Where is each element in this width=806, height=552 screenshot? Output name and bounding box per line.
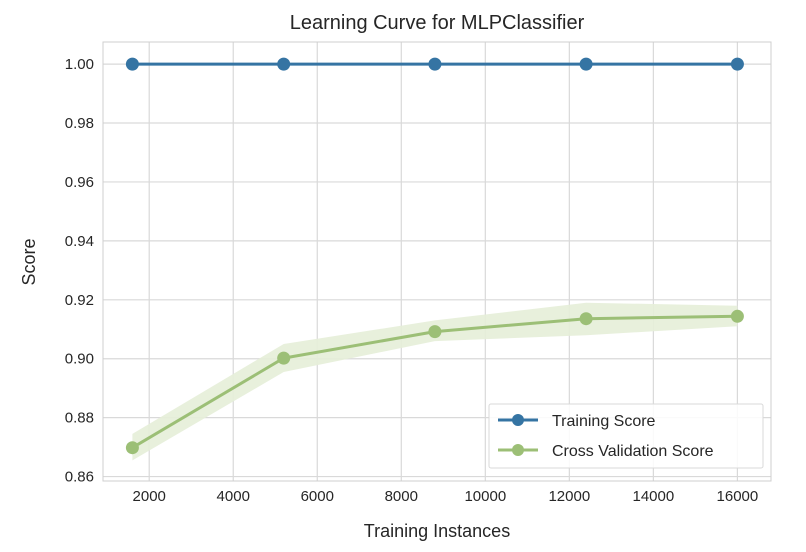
legend-marker-training-score bbox=[512, 414, 524, 426]
axes-frame bbox=[102, 41, 772, 482]
y-tick-label: 1.00 bbox=[65, 56, 94, 73]
y-tick-label: 0.90 bbox=[65, 351, 94, 368]
y-tick-label: 0.86 bbox=[65, 469, 94, 486]
y-tick-label: 0.96 bbox=[65, 174, 94, 191]
x-tick-label: 12000 bbox=[548, 488, 590, 505]
legend-marker-cross-validation-score bbox=[512, 444, 524, 456]
cross-validation-score-point bbox=[428, 325, 442, 339]
chart-title: Learning Curve for MLPClassifier bbox=[290, 12, 585, 34]
legend-label-training-score: Training Score bbox=[552, 413, 656, 430]
y-tick-label: 0.98 bbox=[65, 115, 94, 132]
training-score-point bbox=[277, 57, 291, 71]
cross-validation-score-point bbox=[579, 312, 593, 326]
legend: Training Score Cross Validation Score bbox=[488, 403, 764, 469]
x-tick-label: 16000 bbox=[717, 488, 759, 505]
y-tick-label: 0.88 bbox=[65, 410, 94, 427]
x-tick-label: 2000 bbox=[133, 488, 166, 505]
x-tick-label: 6000 bbox=[301, 488, 334, 505]
y-axis-label: Score bbox=[19, 238, 39, 285]
grid-layer bbox=[103, 42, 771, 481]
x-tick-label: 10000 bbox=[464, 488, 506, 505]
x-tick-label: 14000 bbox=[633, 488, 675, 505]
training-score-point bbox=[730, 57, 744, 71]
cross-validation-score-point bbox=[730, 309, 744, 323]
series-layer bbox=[125, 57, 744, 455]
x-axis-label: Training Instances bbox=[364, 521, 510, 541]
training-score-point bbox=[428, 57, 442, 71]
y-tick-label: 0.92 bbox=[65, 292, 94, 309]
x-tick-label: 4000 bbox=[217, 488, 250, 505]
legend-label-cross-validation-score: Cross Validation Score bbox=[552, 443, 714, 460]
training-score-point bbox=[125, 57, 139, 71]
cross-validation-score-point bbox=[277, 351, 291, 365]
tick-layer: 2000 4000 6000 8000 10000 12000 14000 16000 0.86… bbox=[65, 56, 758, 505]
y-tick-label: 0.94 bbox=[65, 233, 94, 250]
legend-box bbox=[488, 403, 764, 469]
cross-validation-score-point bbox=[125, 441, 139, 455]
x-tick-label: 8000 bbox=[385, 488, 418, 505]
training-score-point bbox=[579, 57, 593, 71]
